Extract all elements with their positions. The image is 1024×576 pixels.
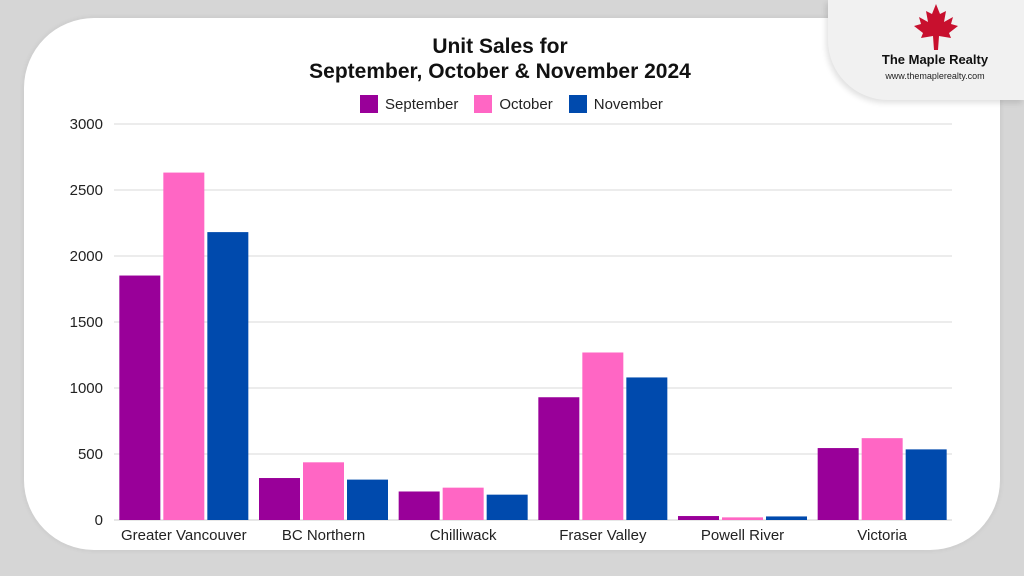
brand-url: www.themaplerealty.com <box>885 71 985 81</box>
legend-swatch-september <box>360 95 378 113</box>
bar-september-chilliwack <box>398 491 440 520</box>
bar-september-victoria <box>817 448 859 520</box>
bar-november-victoria <box>905 449 947 520</box>
x-tick-label-bc-northern: BC Northern <box>282 527 365 544</box>
chart-title: Unit Sales for September, October & Nove… <box>200 34 800 84</box>
legend-label-september: September <box>385 95 459 113</box>
x-tick-label-greater-vancouver: Greater Vancouver <box>121 527 247 544</box>
bar-november-powell-river <box>766 516 807 520</box>
bar-november-chilliwack <box>486 494 528 520</box>
legend-swatch-november <box>568 95 587 113</box>
bar-september-bc-northern <box>259 478 300 520</box>
brand-tab <box>828 0 1024 100</box>
bar-november-bc-northern <box>347 479 388 520</box>
y-tick-label-2500: 2500 <box>70 182 103 199</box>
bar-september-greater-vancouver <box>119 275 161 520</box>
chart-legend: September October November <box>360 93 663 115</box>
maple-leaf-icon <box>914 4 958 50</box>
bar-october-victoria <box>861 438 903 520</box>
legend-item-november: November <box>568 95 663 113</box>
legend-label-november: November <box>593 95 663 113</box>
x-tick-label-victoria: Victoria <box>857 527 907 544</box>
chart-title-line-1: Unit Sales for <box>432 35 568 58</box>
legend-item-september: September <box>360 95 458 113</box>
x-tick-label-fraser-valley: Fraser Valley <box>559 527 647 544</box>
y-tick-label-500: 500 <box>78 446 103 463</box>
legend-item-october: October <box>474 95 553 113</box>
y-tick-label-0: 0 <box>95 512 103 529</box>
brand-name: The Maple Realty <box>881 52 989 67</box>
legend-label-october: October <box>499 95 553 113</box>
bar-november-fraser-valley <box>626 377 668 520</box>
bar-september-fraser-valley <box>538 397 580 520</box>
x-tick-label-powell-river: Powell River <box>701 527 784 544</box>
bar-october-bc-northern <box>303 462 344 520</box>
bar-october-greater-vancouver <box>163 172 205 521</box>
chart-title-line-2: September, October & November 2024 <box>309 60 691 83</box>
y-tick-label-2000: 2000 <box>70 248 103 265</box>
y-tick-label-1500: 1500 <box>70 314 103 331</box>
y-tick-label-3000: 3000 <box>70 116 103 133</box>
bar-november-greater-vancouver <box>207 232 249 520</box>
bar-october-chilliwack <box>442 487 484 520</box>
y-tick-label-1000: 1000 <box>70 380 103 397</box>
legend-swatch-october <box>474 95 493 113</box>
x-tick-label-chilliwack: Chilliwack <box>430 527 497 544</box>
bar-october-powell-river <box>722 517 763 520</box>
bar-september-powell-river <box>678 516 719 520</box>
bar-october-fraser-valley <box>582 352 624 520</box>
